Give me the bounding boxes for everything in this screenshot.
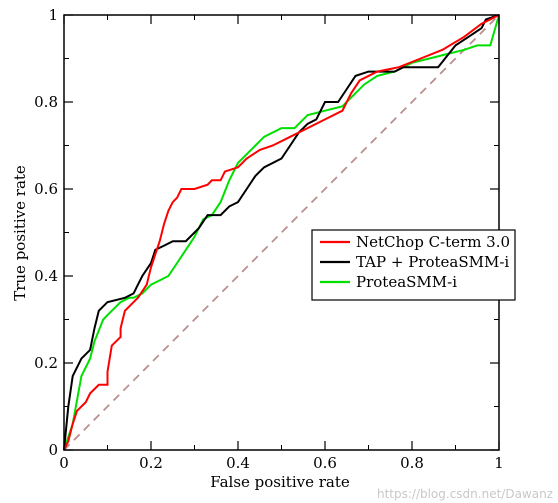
plot-area — [63, 14, 500, 451]
series-line-0 — [63, 14, 500, 451]
axes: 0 0.2 0.4 0.6 0.8 1 0 0.2 0.4 0.6 0.8 1 — [34, 6, 504, 472]
legend-label-0: NetChop C-term 3.0 — [356, 233, 510, 251]
watermark-text: https://blog.csdn.net/Dawanz — [377, 487, 553, 501]
y-tick-label: 0.8 — [34, 93, 58, 111]
y-axis-label: True positive rate — [11, 165, 29, 301]
series-line-1 — [63, 14, 500, 451]
x-tick-label: 0.6 — [313, 454, 337, 472]
x-axis-label: False positive rate — [210, 473, 350, 491]
legend: NetChop C-term 3.0 TAP + ProteaSMM-i Prote… — [311, 229, 516, 301]
y-tick-label: 0.4 — [34, 267, 58, 285]
y-tick-label: 1 — [48, 6, 58, 24]
y-tick-label: 0.2 — [34, 354, 58, 372]
legend-label-2: ProteaSMM-i — [356, 273, 457, 291]
x-tick-label: 0.8 — [400, 454, 424, 472]
x-tick-label: 1 — [494, 454, 504, 472]
y-tick-label: 0 — [48, 441, 58, 459]
legend-label-1: TAP + ProteaSMM-i — [356, 253, 509, 271]
x-tick-label: 0.4 — [226, 454, 250, 472]
diagonal-reference-line — [63, 14, 500, 451]
x-tick-label: 0.2 — [139, 454, 163, 472]
y-tick-label: 0.6 — [34, 180, 58, 198]
x-tick-label: 0 — [59, 454, 69, 472]
